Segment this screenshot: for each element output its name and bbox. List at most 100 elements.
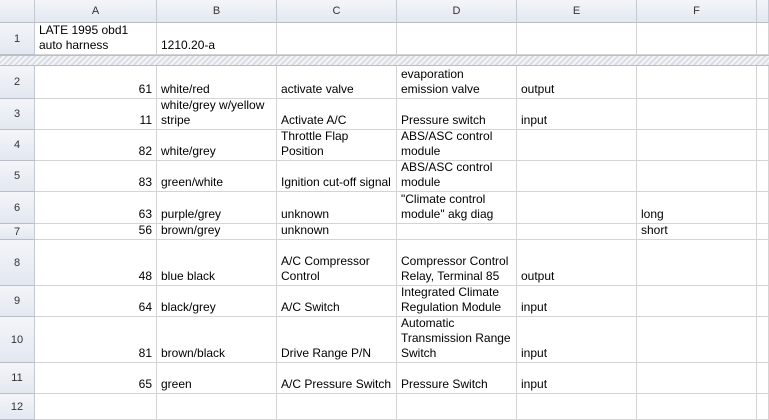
cell-text: A/C Compressor Control [281,254,370,283]
row-number: 9 [13,295,21,307]
cell [757,161,769,192]
cell [637,130,757,161]
cell: "Climate control module" akg diag [397,192,517,224]
cell-text: A/C Pressure Switch [281,377,392,391]
cell: brown/black [157,317,277,363]
row-number: 2 [13,76,21,88]
row-header: 6 [0,192,35,224]
cell-text: ABS/ASC control module [401,161,493,189]
cell: purple/grey [157,192,277,224]
cell-text: 81 [138,346,152,360]
cell-text: 56 [138,224,152,237]
row-header: 8 [0,240,35,286]
row-header: 5 [0,161,35,192]
row-number: 4 [13,139,21,151]
column-header [757,0,769,23]
row-header: 10 [0,317,35,363]
cell [517,394,637,420]
cell [517,130,637,161]
cell-text: Ignition cut-off signal [281,175,391,189]
cell: 63 [35,192,157,224]
row-header: 2 [0,66,35,99]
cell: white/grey [157,130,277,161]
cell [757,286,769,317]
cell-text: white/grey [161,144,216,158]
column-label: F [693,5,700,17]
cell: A/C Switch [277,286,397,317]
cell: blue black [157,240,277,286]
cell-text: "Climate control module" akg diag [401,192,494,221]
cell-text: Compressor Control Relay, Terminal 85 [401,254,509,283]
row-number: 12 [10,400,24,413]
cell: 64 [35,286,157,317]
column-label: D [452,5,461,17]
cell-text: 61 [138,82,152,96]
cell: ABS/ASC control module [397,130,517,161]
cell: 65 [35,363,157,394]
cell [757,23,769,55]
cell: output [517,240,637,286]
cell: Activate A/C [277,99,397,130]
column-label: B [212,5,221,17]
cell: short [637,224,757,240]
cell [35,394,157,420]
cell [517,161,637,192]
frozen-divider [0,55,769,66]
cell-text: 48 [138,269,152,283]
cell-text: green [161,377,192,391]
cell-text: blue black [161,269,216,283]
cell-text: A/C Switch [281,300,340,314]
column-header: E [517,0,637,23]
cell [397,394,517,420]
cell-text: output [521,82,555,96]
cell-text: white/grey w/yellow stripe [161,99,265,127]
cell-text: 83 [138,175,152,189]
cell [637,394,757,420]
cell-text: Automatic Transmission Range Switch [401,317,511,360]
cell: white/grey w/yellow stripe [157,99,277,130]
cell [757,224,769,240]
cell: Pressure Switch [397,363,517,394]
cell [397,23,517,55]
cell: green [157,363,277,394]
cell [637,363,757,394]
cell-text: 1210.20-a [161,38,216,52]
row-number: 5 [13,170,21,182]
cell: input [517,317,637,363]
row-number: 11 [11,372,23,384]
cell [757,317,769,363]
cell-text: Pressure switch [401,113,486,127]
cell-text: Pressure Switch [401,377,488,391]
cell: activate valve [277,66,397,99]
cell-text: short [641,224,668,237]
cell: green/white [157,161,277,192]
cell-text: brown/grey [161,224,221,237]
cell: 56 [35,224,157,240]
cell: input [517,286,637,317]
row-number: 10 [10,333,24,346]
row-header: 9 [0,286,35,317]
cell: 82 [35,130,157,161]
row-number: 3 [13,108,21,120]
cell [757,130,769,161]
cell-text: 82 [138,144,152,158]
cell: Integrated Climate Regulation Module [397,286,517,317]
cell: Ignition cut-off signal [277,161,397,192]
cell: white/red [157,66,277,99]
row-number: 8 [13,256,21,269]
cell [757,192,769,224]
cell: 11 [35,99,157,130]
cell [397,224,517,240]
column-header: F [637,0,757,23]
cell-text: LATE 1995 obd1 auto harness [39,23,129,52]
cell-text: 63 [138,207,152,221]
cell [757,394,769,420]
cell: black/grey [157,286,277,317]
cell [637,66,757,99]
cell-text: green/white [161,175,224,189]
cell-text: input [521,377,548,391]
cell [637,317,757,363]
cell: brown/grey [157,224,277,240]
row-number: 7 [13,225,21,238]
